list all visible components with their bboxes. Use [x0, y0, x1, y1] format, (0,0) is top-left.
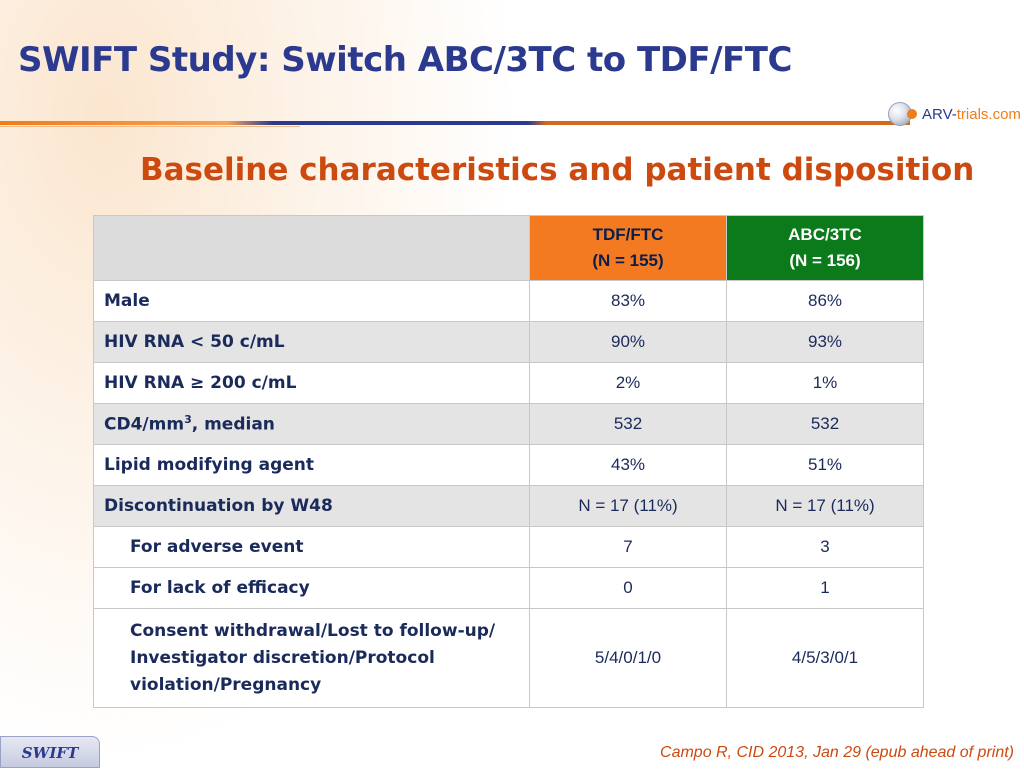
header-abc-n: (N = 156)	[789, 251, 861, 270]
citation: Campo R, CID 2013, Jan 29 (epub ahead of…	[660, 744, 1014, 761]
row-label: Male	[93, 280, 530, 322]
cell-tdf: 90%	[529, 321, 727, 363]
row-label-superscript: 3	[184, 413, 192, 427]
logo-prefix: ARV-	[922, 105, 957, 123]
header-abc-3tc: ABC/3TC (N = 156)	[726, 215, 924, 281]
slide-subtitle: Baseline characteristics and patient dis…	[140, 152, 975, 188]
cell-tdf: 83%	[529, 280, 727, 322]
arv-trials-logo: ARV-trials.com	[888, 100, 1021, 128]
header-tdf-ftc: TDF/FTC (N = 155)	[529, 215, 727, 281]
baseline-table: TDF/FTC (N = 155) ABC/3TC (N = 156) Male…	[93, 215, 924, 708]
cell-abc: N = 17 (11%)	[726, 485, 924, 527]
cell-abc: 1	[726, 567, 924, 609]
table-row: CD4/mm3, median 532 532	[93, 403, 924, 445]
table-row: HIV RNA ≥ 200 c/mL 2% 1%	[93, 362, 924, 404]
row-label-line: violation/Pregnancy	[130, 674, 322, 695]
row-label: For lack of efficacy	[93, 567, 530, 609]
page-title: SWIFT Study: Switch ABC/3TC to TDF/FTC	[18, 40, 792, 80]
row-label: CD4/mm3, median	[93, 403, 530, 445]
row-label: Lipid modifying agent	[93, 444, 530, 486]
row-label-suffix: , median	[191, 414, 275, 435]
cell-abc: 86%	[726, 280, 924, 322]
cell-tdf: 7	[529, 526, 727, 568]
title-divider-thin	[0, 126, 300, 127]
table-row: HIV RNA < 50 c/mL 90% 93%	[93, 321, 924, 363]
row-label: HIV RNA < 50 c/mL	[93, 321, 530, 363]
header-tdf-n: (N = 155)	[592, 251, 664, 270]
table-row: For lack of efficacy 0 1	[93, 567, 924, 609]
header-abc-name: ABC/3TC	[788, 225, 862, 244]
row-label: HIV RNA ≥ 200 c/mL	[93, 362, 530, 404]
cell-abc: 51%	[726, 444, 924, 486]
row-label: For adverse event	[93, 526, 530, 568]
table-row: Male 83% 86%	[93, 280, 924, 322]
logo-text: ARV-trials.com	[922, 106, 1021, 123]
row-label-line: Investigator discretion/Protocol	[130, 647, 435, 668]
cell-tdf: 5/4/0/1/0	[529, 608, 727, 708]
header-empty-cell	[93, 215, 530, 281]
row-label-line: Consent withdrawal/Lost to follow-up/	[130, 620, 496, 641]
table-header-row: TDF/FTC (N = 155) ABC/3TC (N = 156)	[93, 215, 924, 281]
cell-abc: 532	[726, 403, 924, 445]
cell-tdf: 2%	[529, 362, 727, 404]
row-label: Discontinuation by W48	[93, 485, 530, 527]
table-row: Discontinuation by W48 N = 17 (11%) N = …	[93, 485, 924, 527]
logo-main: trials	[956, 105, 989, 123]
header-tdf-name: TDF/FTC	[592, 225, 664, 244]
cell-abc: 3	[726, 526, 924, 568]
row-label: Consent withdrawal/Lost to follow-up/ In…	[93, 608, 530, 708]
row-label-text: CD4/mm	[104, 414, 185, 435]
swift-footer-tab[interactable]: SWIFT	[0, 736, 100, 768]
pill-logo-icon	[888, 102, 917, 126]
title-divider	[0, 121, 910, 125]
cell-tdf: 43%	[529, 444, 727, 486]
logo-suffix: .com	[988, 105, 1021, 123]
table-row: Lipid modifying agent 43% 51%	[93, 444, 924, 486]
cell-tdf: 0	[529, 567, 727, 609]
table-row: For adverse event 7 3	[93, 526, 924, 568]
table-row: Consent withdrawal/Lost to follow-up/ In…	[93, 608, 924, 708]
cell-tdf: N = 17 (11%)	[529, 485, 727, 527]
cell-abc: 4/5/3/0/1	[726, 608, 924, 708]
cell-abc: 1%	[726, 362, 924, 404]
cell-tdf: 532	[529, 403, 727, 445]
cell-abc: 93%	[726, 321, 924, 363]
